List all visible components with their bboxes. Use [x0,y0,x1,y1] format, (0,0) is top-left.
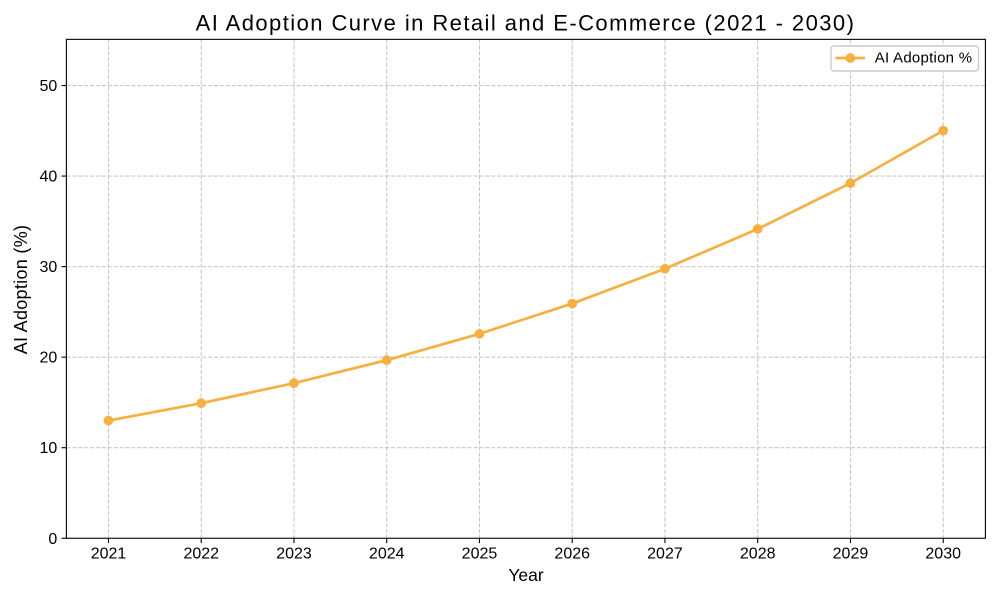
svg-text:2022: 2022 [183,546,219,563]
svg-text:2029: 2029 [833,546,869,563]
svg-text:40: 40 [40,169,58,186]
svg-text:AI Adoption %: AI Adoption % [875,50,972,67]
svg-text:50: 50 [40,78,58,95]
svg-text:0: 0 [48,531,57,548]
svg-text:Year: Year [508,565,544,585]
svg-text:2030: 2030 [925,546,961,563]
svg-text:2024: 2024 [369,546,405,563]
svg-text:10: 10 [40,440,58,457]
svg-text:AI Adoption (%): AI Adoption (%) [11,225,31,355]
svg-text:2027: 2027 [647,546,683,563]
svg-text:2023: 2023 [276,546,312,563]
svg-text:AI Adoption Curve in Retail an: AI Adoption Curve in Retail and E-Commer… [196,10,856,35]
svg-text:2021: 2021 [91,546,127,563]
svg-text:2028: 2028 [740,546,776,563]
svg-text:2025: 2025 [462,546,498,563]
svg-text:2026: 2026 [554,546,590,563]
svg-text:20: 20 [40,350,58,367]
svg-text:30: 30 [40,259,58,276]
